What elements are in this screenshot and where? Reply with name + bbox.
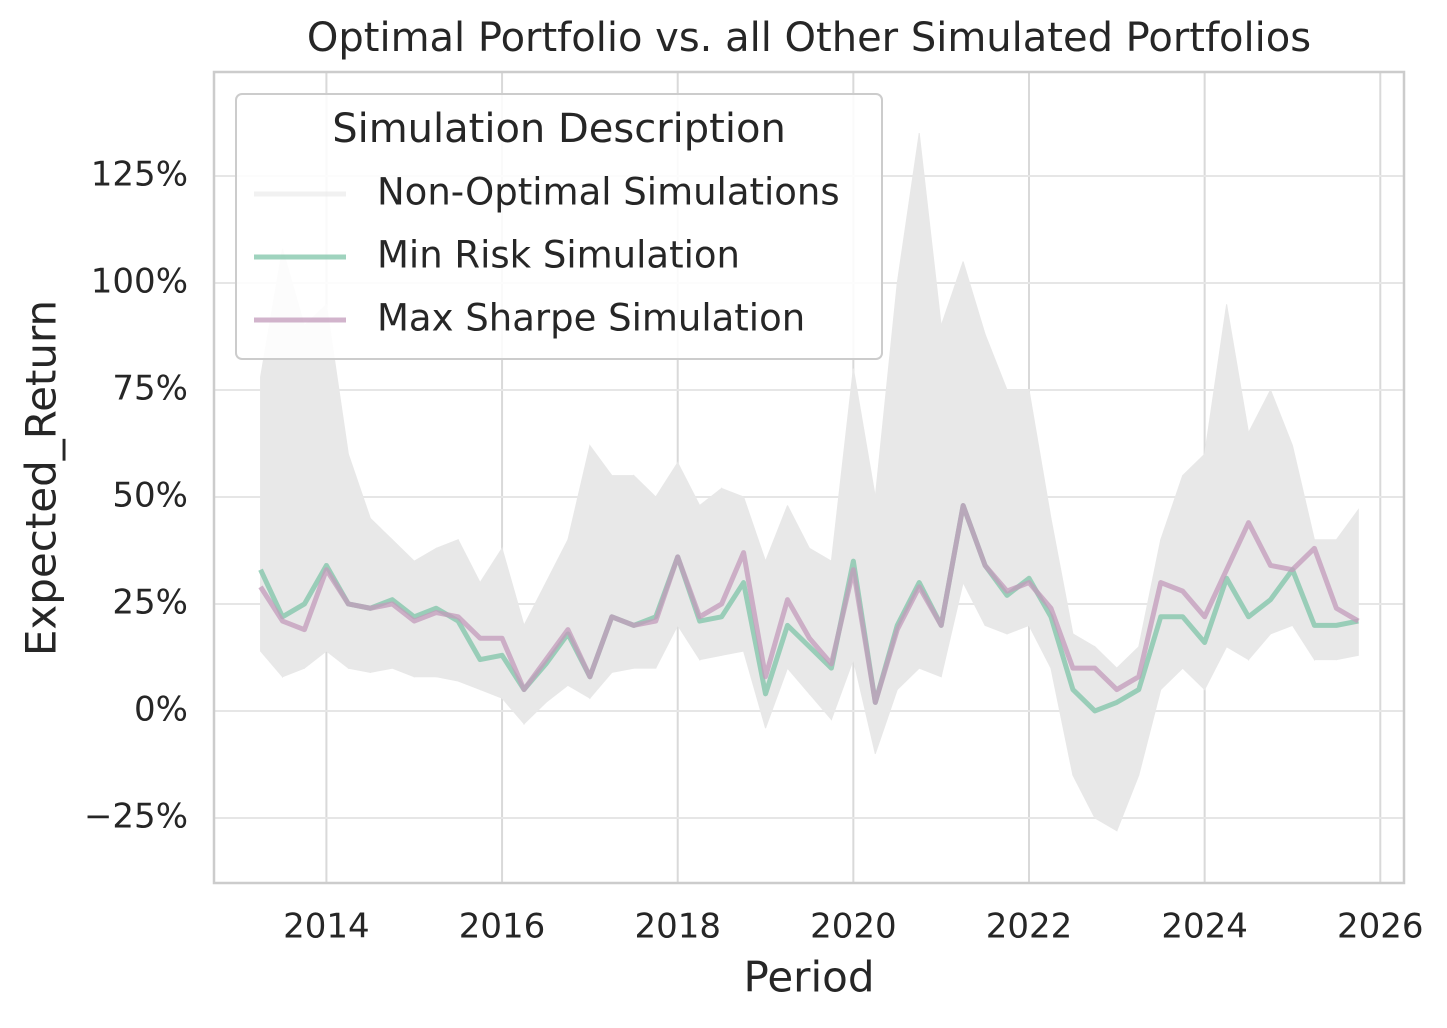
x-tick-label: 2018: [634, 907, 721, 947]
simulation-band: [1028, 389, 1052, 669]
simulation-band: [501, 548, 525, 726]
y-tick-label: 125%: [91, 154, 188, 194]
simulation-band: [1116, 645, 1140, 831]
x-axis-label: Period: [744, 953, 875, 1002]
legend-title: Simulation Description: [332, 106, 786, 152]
simulation-band: [1182, 452, 1206, 691]
simulation-band: [347, 454, 371, 674]
x-tick-label: 2026: [1337, 907, 1424, 947]
legend-label: Non-Optimal Simulations: [377, 171, 840, 214]
simulation-band: [369, 517, 393, 674]
legend-label: Min Risk Simulation: [377, 234, 740, 277]
y-tick-label: 0%: [134, 689, 188, 729]
y-tick-label: 50%: [112, 475, 188, 515]
x-tick-label: 2016: [459, 907, 546, 947]
simulation-band: [808, 547, 832, 721]
simulation-band: [721, 487, 745, 656]
simulation-band: [1006, 389, 1030, 635]
x-tick-label: 2024: [1161, 907, 1248, 947]
x-tick-label: 2014: [283, 907, 370, 947]
simulation-band: [633, 474, 657, 669]
legend-label: Max Sharpe Simulation: [377, 297, 805, 340]
y-tick-label: 100%: [91, 261, 188, 301]
plot-frame: [212, 70, 1406, 885]
x-tick-label: 2020: [810, 907, 897, 947]
y-tick-label: 75%: [112, 368, 188, 408]
simulation-band: [699, 487, 723, 661]
x-tick-label: 2022: [986, 907, 1073, 947]
simulation-band: [545, 539, 569, 704]
simulation-band: [830, 368, 854, 720]
simulation-band: [457, 539, 481, 691]
y-tick-label: 25%: [112, 582, 188, 622]
series-line: [258, 503, 1360, 705]
y-tick-label: −25%: [84, 796, 188, 836]
simulation-band: [611, 475, 635, 674]
simulation-band: [1335, 508, 1359, 661]
simulation-band: [589, 444, 613, 700]
simulation-band: [962, 261, 986, 626]
simulation-band: [479, 546, 503, 699]
chart-title: Optimal Portfolio vs. all Other Simulate…: [307, 15, 1311, 61]
legend-box: [235, 93, 883, 360]
simulation-band: [1072, 633, 1096, 819]
simulation-band: [786, 505, 810, 696]
legend: Simulation Description Non-Optimal Simula…: [235, 93, 883, 360]
y-axis-label: Expected_Return: [17, 300, 66, 656]
